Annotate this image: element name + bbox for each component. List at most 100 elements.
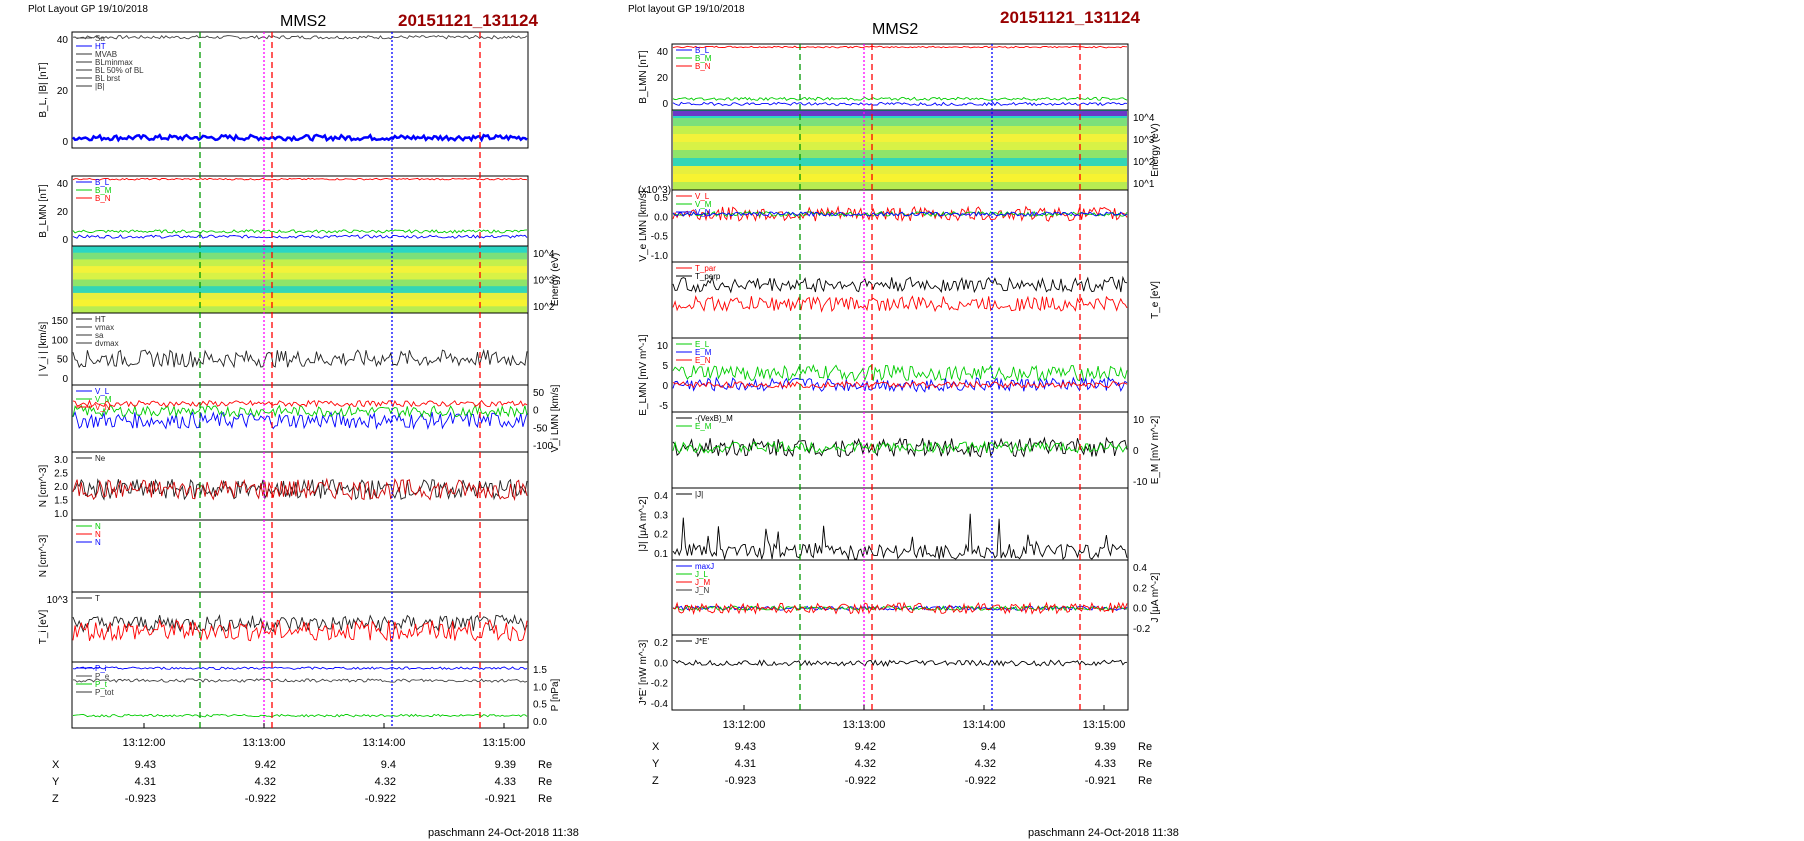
y-tick-label: -100 bbox=[533, 441, 553, 452]
legend-entry: P_t bbox=[95, 680, 108, 689]
y-tick-label: 0 bbox=[662, 99, 668, 110]
series-line-Ne bbox=[72, 477, 528, 502]
spectrogram-band bbox=[673, 166, 1127, 175]
spectrogram-band bbox=[673, 111, 1127, 116]
orbit-coord-label: Z bbox=[52, 793, 59, 805]
orbit-value: -0.922 bbox=[965, 775, 996, 787]
panel-frame-R5 bbox=[671, 337, 1129, 413]
y-tick-label: 10^1 bbox=[1133, 179, 1155, 190]
spectrogram-band bbox=[673, 150, 1127, 159]
panel-frame-R1 bbox=[671, 43, 1129, 111]
legend-entry: E_M bbox=[695, 348, 712, 357]
left-event-title: 20151121_131124 bbox=[398, 11, 538, 30]
panel-frame-R8 bbox=[671, 559, 1129, 636]
y-tick-label: 1.0 bbox=[533, 682, 547, 693]
right-layout-label: Plot layout GP 19/10/2018 bbox=[628, 4, 745, 15]
legend-entry: N bbox=[95, 522, 101, 531]
panel-R1: 40 20 0 B_LMN [nT] B_LB_MB_N bbox=[638, 43, 1129, 111]
panel-L7: N [cm^-3] NNN bbox=[38, 519, 529, 593]
series-line-E-L bbox=[672, 376, 1128, 393]
orbit-value: 4.33 bbox=[495, 776, 516, 788]
y-tick-label: 1.0 bbox=[54, 509, 68, 520]
legend-entry: |J| bbox=[695, 490, 703, 499]
panel-R6: 10 0 -10 E_M [mV m^-2] -(VexB)_ME_M bbox=[671, 411, 1161, 489]
series-line-B-L bbox=[672, 101, 1128, 107]
legend-entry: J*E' bbox=[695, 637, 709, 646]
legend-entry: V_N bbox=[695, 208, 711, 217]
series-line--J- bbox=[672, 513, 1128, 561]
y-tick-label: 0.2 bbox=[654, 530, 668, 541]
y-axis-label: B_LMN [nT] bbox=[38, 184, 49, 238]
panel-frame-R3 bbox=[671, 189, 1129, 263]
series-line-T-perp bbox=[672, 275, 1128, 294]
y-tick-label: 0.2 bbox=[654, 638, 668, 649]
legend-entry: B_L bbox=[695, 46, 710, 55]
legend-entry: B_M bbox=[695, 54, 712, 63]
legend-entry: P_tot bbox=[95, 688, 114, 697]
y-axis-label: N [cm^-3] bbox=[38, 465, 49, 508]
panel-frame-L4 bbox=[71, 312, 529, 386]
y-tick-label: 0.4 bbox=[654, 491, 668, 502]
orbit-value: 9.39 bbox=[1095, 741, 1116, 753]
y-tick-label: 2.5 bbox=[54, 469, 68, 480]
orbit-coord-label: Y bbox=[52, 776, 60, 788]
panel-frame-L9 bbox=[71, 661, 529, 729]
legend-entry: V_L bbox=[695, 192, 710, 201]
legend-entry: P_e bbox=[95, 672, 110, 681]
left-spacecraft-title: MMS2 bbox=[280, 13, 326, 30]
legend-entry: V_M bbox=[695, 200, 712, 209]
spectrogram-band bbox=[73, 299, 527, 307]
y-scale-label: (x10^3) bbox=[638, 185, 671, 196]
y-tick-label: 0 bbox=[62, 235, 68, 246]
right-footer: paschmann 24-Oct-2018 11:38 bbox=[1028, 827, 1179, 839]
series-line-V-L bbox=[72, 411, 528, 430]
orbit-coord-label: Z bbox=[652, 775, 659, 787]
legend-entry: T_par bbox=[695, 264, 716, 273]
y-tick-label: 20 bbox=[57, 207, 69, 218]
y-axis-label: T_i [eV] bbox=[38, 610, 49, 645]
y-tick-label: 0.2 bbox=[1133, 583, 1147, 594]
orbit-value: 9.4 bbox=[381, 759, 396, 771]
y-tick-label: 0.5 bbox=[654, 193, 668, 204]
legend-entry: MVAB bbox=[95, 50, 117, 59]
legend-entry: BL brst bbox=[95, 74, 121, 83]
y-tick-label: -0.4 bbox=[651, 699, 669, 710]
left-footer: paschmann 24-Oct-2018 11:38 bbox=[428, 827, 579, 839]
y-tick-label: 0 bbox=[533, 406, 539, 417]
panel-frame-L2 bbox=[71, 175, 529, 247]
panel-R9: 0.2 0.0 -0.2 -0.4J*E' [nW m^-3] J*E' bbox=[638, 634, 1129, 711]
y-tick-label: 10^3 bbox=[533, 276, 555, 287]
y-axis-label: Energy (eV) bbox=[550, 253, 561, 306]
series-line-V-N bbox=[72, 399, 528, 408]
legend-entry: E_N bbox=[695, 356, 711, 365]
x-tick-label: 13:13:00 bbox=[243, 737, 286, 749]
legend-entry: BLminmax bbox=[95, 58, 133, 67]
y-tick-label: 40 bbox=[57, 179, 69, 190]
series-line-BL-brst bbox=[72, 133, 528, 143]
y-tick-label: 0.1 bbox=[654, 549, 668, 560]
orbit-value: 9.43 bbox=[735, 741, 756, 753]
y-axis-label: N [cm^-3] bbox=[38, 535, 49, 578]
y-tick-label: 10 bbox=[1133, 415, 1145, 426]
right-figure: 40 20 0 B_LMN [nT] B_LB_MB_N 10^4 10^3 10^2 10^1… bbox=[638, 43, 1161, 787]
y-axis-label: B_LMN [nT] bbox=[638, 50, 649, 104]
panel-R7: 0.4 0.3 0.2 0.1 |J| [μA m^-2] |J| bbox=[638, 487, 1129, 561]
legend-entry: T bbox=[95, 594, 100, 603]
x-tick-label: 13:12:00 bbox=[723, 719, 766, 731]
panel-R3: 0.50.0-0.5-1.0V_e LMN [km/s](x10^3)V_LV_… bbox=[638, 185, 1129, 263]
legend-entry: V_M bbox=[95, 395, 112, 404]
orbit-unit: Re bbox=[1138, 775, 1152, 787]
legend-entry: J_L bbox=[695, 570, 708, 579]
orbit-value: 9.42 bbox=[255, 759, 276, 771]
y-tick-label: 0 bbox=[662, 381, 668, 392]
y-tick-label: 1.5 bbox=[533, 665, 547, 676]
series-line-V-L bbox=[672, 211, 1128, 217]
legend-entry: B_N bbox=[695, 62, 711, 71]
x-tick-label: 13:13:00 bbox=[843, 719, 886, 731]
legend-entry: HT bbox=[95, 42, 106, 51]
y-tick-label: 5 bbox=[662, 361, 668, 372]
panel-frame-L8 bbox=[71, 591, 529, 663]
y-tick-label: -1.0 bbox=[651, 251, 669, 262]
y-axis-label: | V_i | [km/s] bbox=[38, 321, 49, 376]
